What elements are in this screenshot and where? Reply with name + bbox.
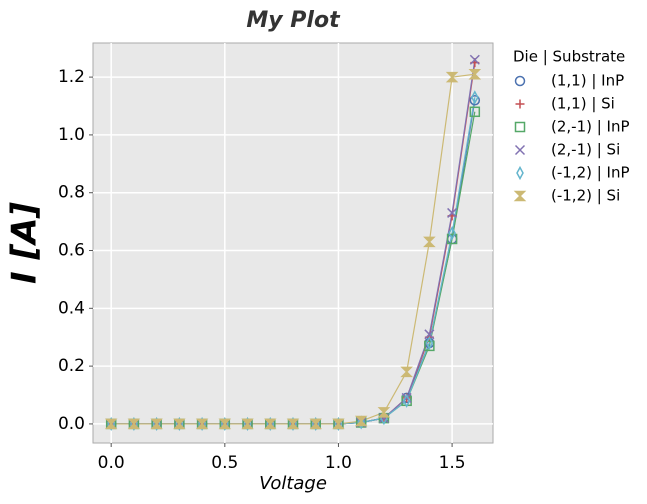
marker bbox=[424, 340, 435, 352]
marker bbox=[195, 418, 209, 430]
x-tick-label: 1.0 bbox=[325, 453, 352, 473]
legend-title: Die | Substrate bbox=[513, 48, 625, 66]
chart-title: My Plot bbox=[246, 8, 341, 33]
marker bbox=[469, 94, 481, 106]
legend-label: (1,1) | Si bbox=[551, 95, 615, 113]
y-axis-label: I [A] bbox=[5, 202, 45, 284]
marker bbox=[514, 144, 526, 156]
marker bbox=[377, 407, 391, 418]
x-tick-label: 0.5 bbox=[211, 453, 238, 473]
marker bbox=[425, 335, 434, 351]
marker bbox=[514, 121, 526, 133]
marker bbox=[447, 207, 458, 218]
y-tick-label: 0.8 bbox=[58, 183, 85, 203]
marker bbox=[150, 418, 163, 430]
legend-label: (-1,2) | InP bbox=[551, 164, 630, 182]
marker bbox=[424, 329, 435, 340]
x-axis-label: Voltage bbox=[259, 473, 327, 494]
marker bbox=[402, 393, 411, 408]
legend-label: (1,1) | InP bbox=[551, 72, 624, 90]
marker bbox=[400, 366, 413, 378]
marker bbox=[446, 233, 458, 245]
marker bbox=[218, 418, 232, 430]
marker bbox=[173, 418, 186, 430]
legend-label: (2,-1) | Si bbox=[551, 141, 620, 159]
marker bbox=[357, 415, 366, 430]
marker bbox=[468, 68, 482, 80]
marker bbox=[309, 418, 323, 430]
y-tick-label: 0.4 bbox=[58, 298, 85, 318]
marker bbox=[470, 90, 479, 105]
marker bbox=[516, 165, 524, 181]
y-tick-label: 1.0 bbox=[58, 125, 85, 145]
marker bbox=[515, 99, 525, 109]
y-tick-label: 0.2 bbox=[58, 356, 85, 376]
legend-label: (-1,2) | Si bbox=[551, 187, 620, 205]
y-tick-label: 1.2 bbox=[58, 67, 85, 87]
marker bbox=[513, 190, 527, 202]
marker bbox=[423, 236, 436, 248]
y-tick-label: 0.0 bbox=[58, 414, 85, 434]
marker bbox=[332, 418, 345, 430]
marker bbox=[445, 71, 459, 83]
marker bbox=[263, 418, 277, 430]
marker bbox=[469, 54, 480, 65]
marker bbox=[286, 418, 300, 430]
marker bbox=[448, 226, 456, 241]
marker bbox=[469, 106, 481, 118]
marker bbox=[241, 418, 254, 430]
y-tick-label: 0.6 bbox=[58, 241, 85, 261]
marker bbox=[354, 415, 368, 427]
plot-area bbox=[92, 42, 494, 444]
x-tick-label: 1.5 bbox=[439, 453, 466, 473]
marker bbox=[104, 418, 118, 430]
marker bbox=[127, 418, 141, 430]
legend-label: (2,-1) | InP bbox=[551, 118, 630, 136]
marker bbox=[514, 75, 526, 87]
x-tick-label: 0.0 bbox=[98, 453, 125, 473]
